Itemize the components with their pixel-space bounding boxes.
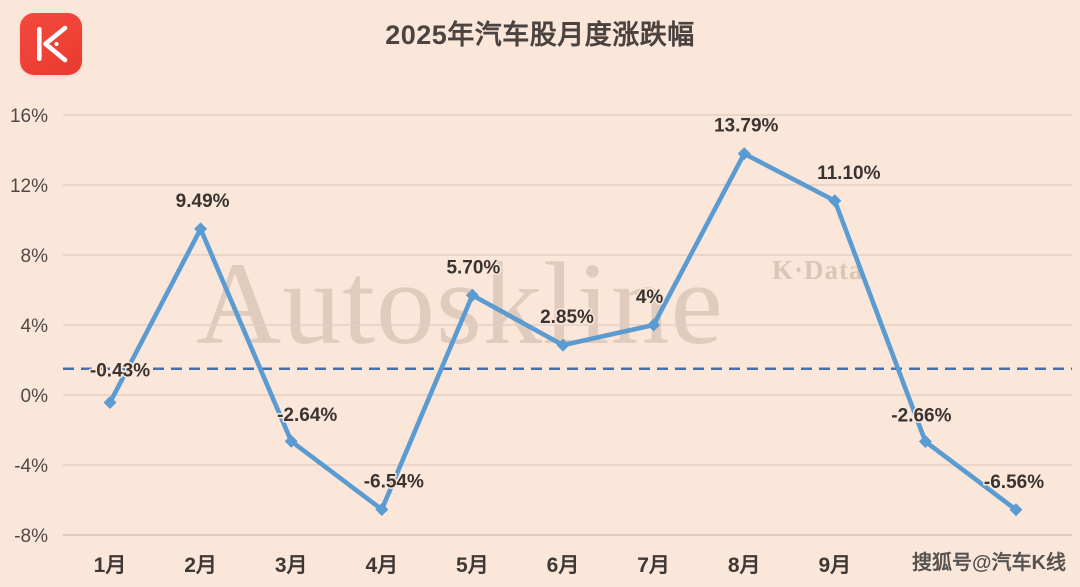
page-title: 2025年汽车股月度涨跌幅: [385, 20, 695, 50]
data-point-label: -0.43%: [90, 361, 150, 382]
x-axis-tick-label: 7月: [637, 554, 670, 577]
data-line: [107, 151, 1019, 513]
data-point-marker[interactable]: [284, 434, 298, 448]
y-axis-tick-label: -8%: [14, 526, 48, 547]
y-axis-tick-label: 4%: [21, 316, 49, 337]
data-point-marker[interactable]: [103, 396, 117, 410]
data-point-marker[interactable]: [737, 147, 751, 161]
x-axis-tick-label: 8月: [728, 554, 761, 577]
y-axis-tick-label: -4%: [14, 456, 48, 477]
data-point-marker[interactable]: [556, 338, 570, 352]
data-point-marker[interactable]: [465, 288, 479, 302]
x-axis-tick-label: 3月: [275, 554, 308, 577]
data-point-label: -2.66%: [891, 406, 951, 427]
data-point-marker[interactable]: [1009, 503, 1023, 517]
y-axis-tick-label: 16%: [10, 106, 48, 127]
data-point-label: -2.64%: [277, 405, 337, 426]
data-point-label: 2.85%: [540, 307, 594, 328]
data-point-label: 5.70%: [446, 257, 500, 278]
data-point-label: 11.10%: [817, 163, 880, 184]
y-axis-tick-label: 12%: [10, 176, 48, 197]
y-axis-tick-label: 8%: [21, 246, 49, 267]
data-point-marker[interactable]: [194, 222, 208, 236]
data-point-marker[interactable]: [828, 194, 842, 208]
x-axis-tick-label: 9月: [818, 554, 851, 577]
x-axis-tick-label: 6月: [547, 554, 580, 577]
data-point-label: 13.79%: [714, 116, 779, 137]
data-point-marker[interactable]: [375, 502, 389, 516]
data-point-label: -6.54%: [364, 471, 424, 492]
k-logo-icon: [20, 13, 82, 75]
data-point-label: 9.49%: [176, 191, 230, 212]
x-axis-tick-label: 4月: [365, 554, 398, 577]
x-axis-tick-label: 1月: [94, 554, 127, 577]
y-axis-tick-label: 0%: [21, 386, 49, 407]
data-point-label: 4%: [636, 287, 664, 308]
x-axis-tick-label: 5月: [456, 554, 489, 577]
data-point-marker[interactable]: [918, 435, 932, 449]
data-point-label: -6.56%: [984, 472, 1044, 493]
data-point-marker[interactable]: [647, 318, 661, 332]
x-axis-tick-label: 2月: [184, 554, 217, 577]
